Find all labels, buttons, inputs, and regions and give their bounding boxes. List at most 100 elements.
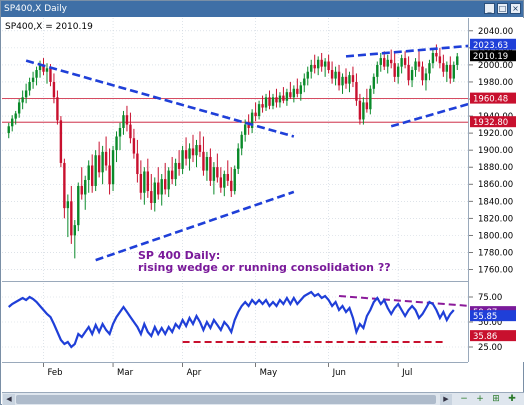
candle-body: [212, 167, 216, 181]
candle-body: [390, 59, 393, 64]
candle-body: [421, 66, 424, 81]
oscillator-pane[interactable]: [2, 283, 524, 361]
candle-body: [14, 113, 17, 119]
candle-body: [174, 162, 177, 180]
candle-body: [400, 58, 403, 67]
fit-icon[interactable]: ⊞: [492, 394, 500, 404]
price-tag: 2010.19: [473, 52, 508, 62]
trendline: [390, 86, 524, 128]
candle-body: [275, 97, 278, 103]
candle-body: [403, 58, 407, 65]
candle-body: [191, 148, 195, 156]
osc-tag-bg: [470, 310, 516, 322]
annotation-line-2: rising wedge or running consolidation ??: [138, 261, 391, 274]
candle-body: [289, 92, 292, 98]
price-axis-label: 2000.00: [478, 61, 513, 71]
candle-body: [292, 88, 296, 98]
candle-body: [125, 115, 129, 125]
price-tag: 1960.48: [473, 95, 508, 105]
candle-body: [296, 88, 299, 94]
candle-body: [344, 76, 348, 84]
chart-scrollbar[interactable]: ◀ ▶ − + ⊞ ✚: [2, 392, 524, 405]
candle-body: [150, 191, 153, 203]
candle-body: [282, 95, 285, 101]
candle-body: [17, 102, 21, 114]
annotation-line-1: SP 400 Daily:: [138, 249, 220, 262]
candle-body: [264, 97, 268, 108]
candle-body: [209, 156, 212, 181]
candle-body: [226, 174, 229, 181]
trendline: [345, 42, 496, 58]
candle-body: [313, 64, 316, 69]
price-chart-pane[interactable]: SP400,X = 2010.19 SP 400 Daily: rising w…: [2, 18, 524, 282]
candle-body: [143, 171, 146, 193]
candle-body: [240, 134, 243, 149]
candle-body: [237, 148, 240, 169]
candle-body: [63, 162, 66, 209]
candle-body: [146, 171, 150, 192]
scroll-right-icon[interactable]: ▶: [440, 394, 452, 405]
candle-body: [358, 100, 362, 120]
candle-body: [449, 64, 452, 79]
candle-body: [383, 58, 386, 67]
month-label: May: [260, 368, 278, 378]
candle-body: [7, 126, 10, 134]
candle-body: [90, 165, 94, 186]
price-tag-bg: [470, 92, 516, 104]
candle-body: [435, 52, 438, 57]
candle-body: [111, 150, 115, 185]
price-axis-label: 1800.00: [478, 231, 513, 241]
candle-body: [80, 185, 83, 195]
window-titlebar[interactable]: SP400,X Daily _ □ ×: [1, 1, 523, 17]
candle-body: [164, 179, 167, 190]
oscillator-line: [7, 290, 455, 349]
candle-body: [299, 85, 302, 94]
candle-body: [442, 63, 445, 72]
candle-body: [303, 78, 306, 86]
maximize-icon[interactable]: □: [497, 3, 508, 14]
candle-body: [250, 112, 254, 128]
candle-body: [11, 118, 14, 127]
scroll-left-icon[interactable]: ◀: [3, 394, 15, 405]
candle-body: [376, 64, 379, 77]
date-axis: FebMarAprMayJunJulAug: [2, 362, 495, 392]
candle-body: [132, 138, 136, 154]
candle-body: [306, 71, 309, 79]
zoom-in-icon[interactable]: +: [476, 394, 484, 404]
candle-body: [365, 102, 369, 110]
price-tag-bg: [470, 116, 516, 128]
candle-body: [407, 64, 410, 81]
candle-body: [188, 148, 191, 159]
zoom-out-icon[interactable]: −: [460, 394, 468, 404]
price-axis-label: 1760.00: [478, 265, 513, 275]
candle-body: [341, 76, 344, 86]
price-axis-label: 1980.00: [478, 78, 513, 88]
price-axis-label: 1840.00: [478, 197, 513, 207]
candle-body: [456, 56, 459, 65]
window-title: SP400,X Daily: [4, 4, 67, 14]
candle-body: [45, 68, 49, 72]
candle-body: [452, 64, 455, 79]
candle-body: [184, 150, 188, 159]
candle-body: [160, 179, 163, 195]
candle-body: [445, 64, 449, 72]
expand-icon[interactable]: ✚: [508, 394, 516, 404]
candle-body: [431, 52, 435, 64]
minimize-icon[interactable]: _: [484, 3, 495, 14]
candle-body: [108, 165, 111, 185]
candle-body: [223, 174, 226, 188]
close-icon[interactable]: ×: [510, 3, 521, 14]
axis-svg: 1760.00 1780.00 1800.00 1820.00 1840.00 1860.…: [469, 27, 516, 353]
candle-body: [28, 81, 31, 91]
price-chart-svg: SP400,X = 2010.19 SP 400 Daily: rising w…: [2, 18, 524, 282]
scrollbar-thumb[interactable]: [16, 395, 436, 404]
candle-body: [351, 75, 355, 82]
candle-body: [285, 92, 289, 101]
candle-body: [136, 153, 139, 175]
osc-axis-label: 50.00: [478, 318, 502, 328]
osc-tag: 55.85: [473, 312, 497, 322]
price-tag: 2023.63: [473, 41, 508, 51]
candle-body: [393, 63, 396, 77]
candle-body: [70, 201, 73, 236]
candle-body: [330, 70, 334, 79]
